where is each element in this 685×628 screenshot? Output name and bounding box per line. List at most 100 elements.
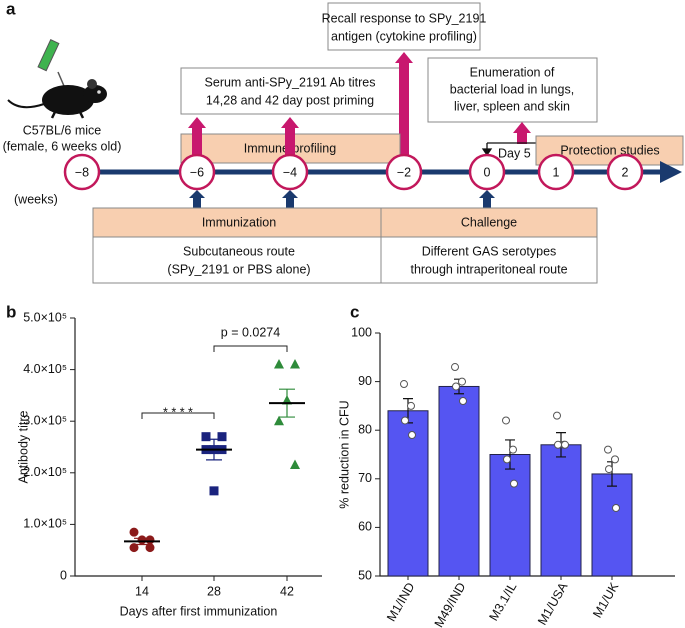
sig-bracket xyxy=(213,345,288,352)
recall-box xyxy=(327,2,481,51)
timepoint-label: −4 xyxy=(283,165,297,179)
box-text: antigen (cytokine profiling) xyxy=(331,29,477,43)
x-tick-label: 28 xyxy=(207,584,221,598)
y-axis-title: % reduction in CFU xyxy=(337,400,351,508)
timepoint-label: 0 xyxy=(484,165,491,179)
x-tick-label: M3.1/IL xyxy=(486,580,519,623)
point xyxy=(458,377,466,386)
y-axis-title: Antibody titre xyxy=(16,410,30,483)
timepoint-label: −6 xyxy=(190,165,204,179)
panel-label: c xyxy=(350,302,359,321)
bar xyxy=(540,444,582,577)
mouse-icon xyxy=(7,39,107,119)
error-bar xyxy=(505,439,515,470)
point xyxy=(145,543,155,553)
timepoint-circle xyxy=(63,153,101,191)
timepoint-circle xyxy=(385,153,423,191)
point xyxy=(502,416,510,425)
y-tick-label: 3.0×10⁵ xyxy=(23,413,67,427)
x-tick-label: M1/USA xyxy=(535,580,571,628)
y-tick-label: 70 xyxy=(358,471,372,485)
bar xyxy=(387,410,429,577)
point xyxy=(605,465,613,474)
box-text: Different GAS serotypes xyxy=(422,244,557,258)
x-axis-title: Days after first immunization xyxy=(120,604,278,618)
day-label: Day 5 xyxy=(498,146,531,160)
arrows xyxy=(188,117,299,156)
point xyxy=(407,401,415,410)
arrows xyxy=(395,52,531,157)
annotation: p = 0.0274 xyxy=(221,325,280,339)
bar xyxy=(591,473,633,577)
y-tick-label: 1.0×10⁵ xyxy=(23,517,67,531)
box-text: (SPy_2191 or PBS alone) xyxy=(167,262,310,276)
point xyxy=(612,503,620,512)
mouse-label: C57BL/6 mice xyxy=(23,123,102,137)
box-text: through intraperitoneal route xyxy=(410,262,567,276)
point xyxy=(401,416,409,425)
point xyxy=(553,411,561,420)
point xyxy=(561,440,569,449)
point xyxy=(290,459,300,470)
timepoint-circle xyxy=(178,153,216,191)
bar xyxy=(438,385,480,577)
x-tick-label: M1/UK xyxy=(590,580,622,621)
point xyxy=(129,527,139,537)
box-text: liver, spleen and skin xyxy=(454,99,570,113)
enumeration-box xyxy=(427,57,598,123)
timeline-arrow xyxy=(660,161,682,183)
x-tick-label: M1/IND xyxy=(384,580,417,624)
point xyxy=(459,397,467,406)
point xyxy=(509,445,517,454)
point xyxy=(604,445,612,454)
point xyxy=(274,415,284,426)
box-text: bacterial load in lungs, xyxy=(450,82,574,96)
x-tick-label: M49/IND xyxy=(432,580,469,628)
timepoint-label: 2 xyxy=(622,165,629,179)
point xyxy=(510,479,518,488)
x-tick-label: 14 xyxy=(135,584,149,598)
point xyxy=(611,455,619,464)
point xyxy=(554,440,562,449)
panel-label: b xyxy=(6,302,16,321)
box-text: Immunization xyxy=(202,215,276,229)
mouse-label: (female, 6 weeks old) xyxy=(3,139,122,153)
point xyxy=(274,358,284,369)
box-text: Challenge xyxy=(461,215,517,229)
y-tick-label: 4.0×10⁵ xyxy=(23,362,67,376)
point xyxy=(217,432,227,442)
y-tick-label: 50 xyxy=(358,568,372,582)
annotation: * * * * xyxy=(163,405,193,419)
box-text: Serum anti-SPy_2191 Ab titres xyxy=(205,75,376,89)
box-text: Recall response to SPy_2191 xyxy=(322,11,487,25)
y-tick-label: 0 xyxy=(60,568,67,582)
axis xyxy=(74,318,322,577)
point xyxy=(129,543,139,553)
sig-bracket xyxy=(141,412,215,419)
box-text: Protection studies xyxy=(560,143,659,157)
y-tick-label: 5.0×10⁵ xyxy=(23,310,67,324)
timepoint-label: −8 xyxy=(75,165,89,179)
x-tick-label: 42 xyxy=(280,584,294,598)
box-text: Enumeration of xyxy=(470,65,555,79)
timepoint-circle xyxy=(606,153,644,191)
point xyxy=(452,382,460,391)
y-tick-label: 100 xyxy=(351,325,372,339)
y-tick-label: 80 xyxy=(358,422,372,436)
panel-label: a xyxy=(6,0,16,18)
immunization-detail-box xyxy=(92,236,386,284)
challenge-box xyxy=(380,207,598,238)
timepoint-circle xyxy=(271,153,309,191)
challenge-detail-box xyxy=(380,236,598,284)
point xyxy=(209,486,219,496)
point xyxy=(503,455,511,464)
point xyxy=(201,432,211,442)
y-tick-label: 60 xyxy=(358,520,372,534)
timepoint-circle xyxy=(537,153,575,191)
arrows xyxy=(189,190,495,208)
timepoint-label: 1 xyxy=(553,165,560,179)
y-tick-label: 2.0×10⁵ xyxy=(23,465,67,479)
point xyxy=(290,358,300,369)
point xyxy=(451,363,459,372)
